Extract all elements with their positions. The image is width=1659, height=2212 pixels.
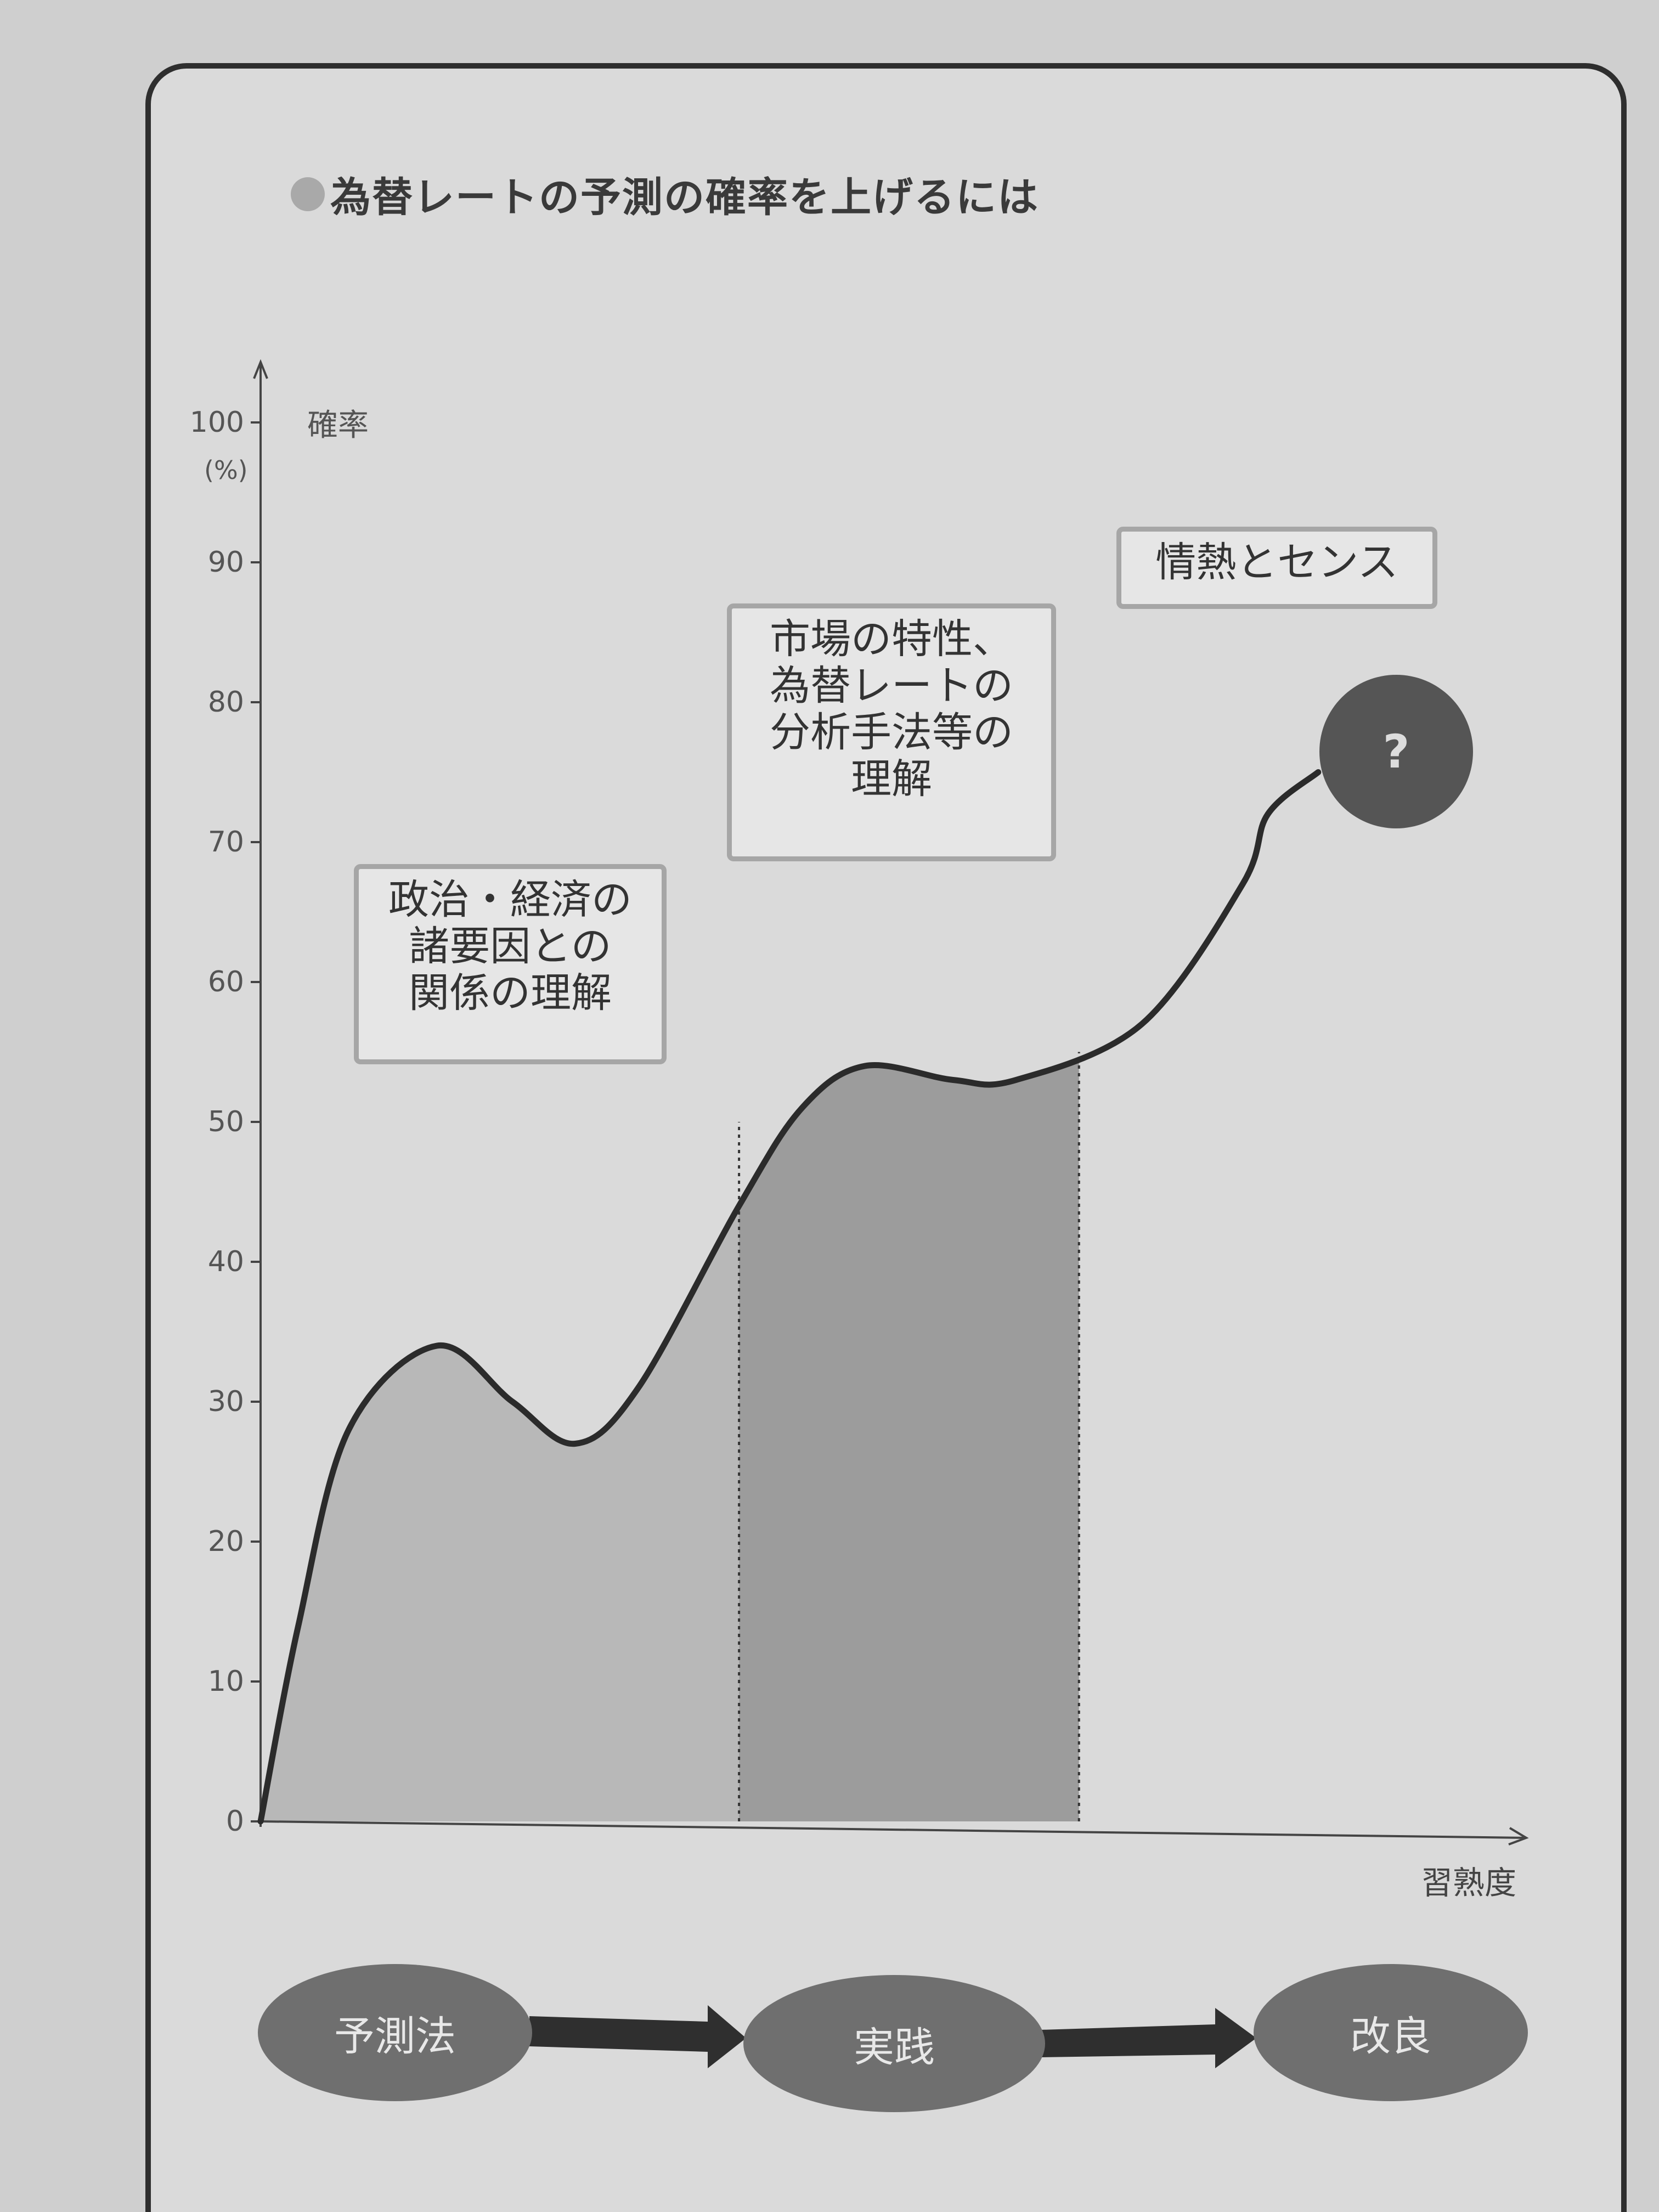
y-tick-label: 0 xyxy=(225,1805,244,1838)
annotation-politics-text: 政治・経済の 諸要因との 関係の理解 xyxy=(388,876,632,1017)
question-mark-text: ? xyxy=(1383,725,1410,778)
x-axis-arrow-icon xyxy=(1508,1827,1529,1846)
y-tick-label: 90 xyxy=(207,546,244,579)
step-improvement: 改良 xyxy=(1254,1964,1528,2101)
annotation-politics-economy: 政治・経済の 諸要因との 関係の理解 xyxy=(354,864,667,1064)
y-tick-label: 50 xyxy=(207,1105,244,1138)
bullet-dot-icon xyxy=(291,177,325,211)
y-tick-label: 70 xyxy=(207,826,244,859)
y-tick-label: 40 xyxy=(207,1245,244,1278)
annotation-passion-text: 情熱とセンス xyxy=(1155,539,1398,586)
x-axis-label: 習熟度 xyxy=(1421,1864,1517,1901)
chart-title: 為替レートの予測の確率を上げるには xyxy=(291,165,1039,223)
step-improvement-label: 改良 xyxy=(1350,2012,1431,2060)
question-circle: ? xyxy=(1319,675,1473,828)
y-tick-label: 60 xyxy=(207,966,244,998)
y-axis-arrow-icon xyxy=(253,359,268,379)
step-arrow-2-icon xyxy=(1040,2008,1256,2068)
y-axis-unit: (%) xyxy=(204,455,248,485)
y-tick-label: 30 xyxy=(207,1385,244,1418)
annotation-market-analysis: 市場の特性、 為替レートの 分析手法等の 理解 xyxy=(727,603,1056,861)
y-axis-label: 確率 xyxy=(307,408,369,443)
probability-curve xyxy=(257,769,1322,1825)
step-practice-label: 実践 xyxy=(854,2023,935,2071)
x-axis-line xyxy=(260,1820,1526,1839)
step-practice: 実践 xyxy=(743,1975,1045,2112)
step-prediction-label: 予測法 xyxy=(334,2012,456,2060)
step-arrow-1-icon xyxy=(529,2005,746,2068)
chart-title-text: 為替レートの予測の確率を上げるには xyxy=(330,174,1039,221)
y-tick-label: 80 xyxy=(207,686,244,719)
step-prediction-method: 予測法 xyxy=(258,1964,532,2101)
annotation-market-text: 市場の特性、 為替レートの 分析手法等の 理解 xyxy=(770,616,1013,803)
y-tick-label: 20 xyxy=(207,1525,244,1558)
annotation-passion-sense: 情熱とセンス xyxy=(1116,527,1437,609)
y-tick-label: 10 xyxy=(207,1665,244,1698)
y-tick-label: 100 xyxy=(189,406,244,439)
